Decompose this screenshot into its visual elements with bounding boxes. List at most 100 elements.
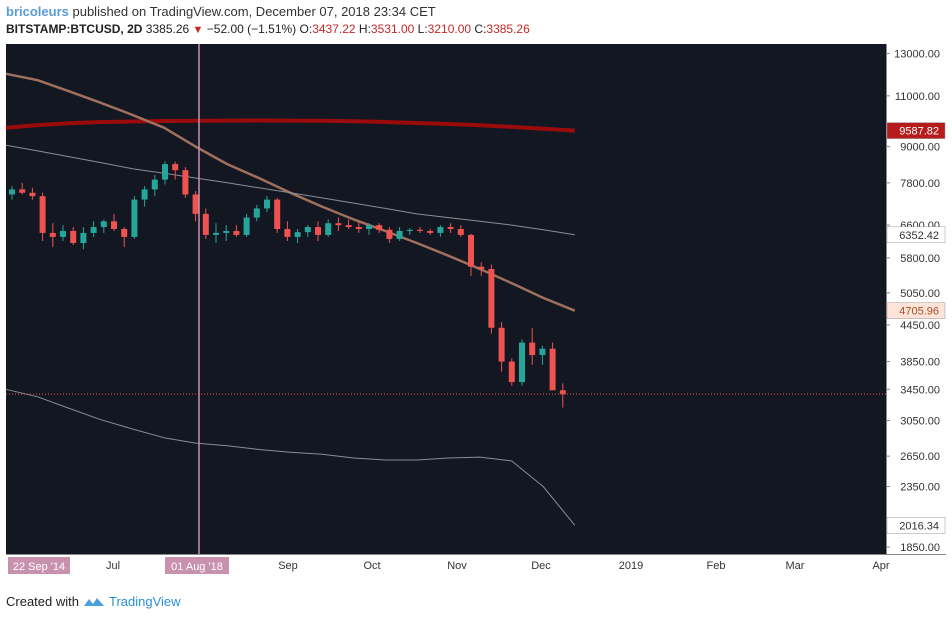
- candle-body: [315, 227, 321, 235]
- candle-body: [141, 189, 148, 200]
- candle-body: [376, 225, 383, 230]
- crosshair-date-label: 01 Aug '18: [171, 561, 223, 573]
- candle-body: [366, 225, 372, 229]
- candle-body: [406, 229, 413, 231]
- y-tick-label: 2350.00: [900, 482, 940, 494]
- candle-body: [396, 230, 403, 239]
- candle-body: [80, 232, 87, 244]
- price-chart[interactable]: 13000.0011000.009000.007800.006600.00580…: [0, 40, 952, 581]
- candle-body: [90, 227, 97, 233]
- candle-body: [508, 361, 515, 383]
- price-tag-label: 9587.82: [899, 126, 939, 138]
- candle-body: [468, 234, 474, 267]
- open-label: O:: [299, 22, 313, 36]
- x-tick-label: Feb: [707, 560, 726, 572]
- candle-body: [478, 266, 485, 269]
- x-tick-label: Dec: [531, 560, 551, 572]
- close-label: C:: [474, 22, 487, 36]
- y-tick-label: 9000.00: [900, 142, 940, 154]
- candle-body: [559, 390, 566, 395]
- candle-body: [264, 199, 270, 209]
- close-value: 3385.26: [486, 22, 530, 36]
- candle-body: [386, 229, 393, 239]
- price-tag: [886, 302, 946, 319]
- candle-body: [213, 232, 219, 235]
- username[interactable]: bricoleurs: [6, 4, 69, 19]
- x-tick-label: Apr: [872, 560, 889, 572]
- footer: Created with TradingView: [6, 594, 181, 609]
- y-tick-label: 11000.00: [895, 91, 940, 103]
- candle-body: [9, 189, 15, 195]
- candle-body: [121, 228, 128, 237]
- candle-body: [304, 227, 311, 233]
- candle-body: [162, 164, 168, 180]
- candle-body: [151, 179, 158, 190]
- candle-body: [335, 223, 342, 226]
- candle-body: [549, 348, 556, 391]
- candle-body: [60, 230, 66, 237]
- candle-body: [345, 225, 352, 228]
- y-tick-label: 13000.00: [894, 49, 940, 61]
- low-label: L:: [417, 22, 428, 36]
- low-value: 3210.00: [427, 22, 472, 36]
- crosshair-date-marker: [165, 557, 229, 574]
- candle-body: [427, 230, 434, 233]
- x-tick-label: Jul: [106, 560, 120, 572]
- candle-body: [488, 268, 495, 328]
- y-tick-label: 3050.00: [900, 416, 940, 428]
- candle-body: [49, 232, 56, 237]
- candle-body: [437, 227, 444, 233]
- symbol-info: BITSTAMP:BTCUSD, 2D 3385.26 ▼ −52.00 (−1…: [6, 22, 530, 36]
- candle-body: [100, 221, 107, 228]
- price-tag-label: 2016.34: [899, 520, 939, 532]
- price-tag: [886, 517, 946, 534]
- candle-body: [274, 199, 281, 229]
- candle-body: [19, 189, 26, 193]
- y-tick-label: 5800.00: [900, 253, 940, 265]
- plot-area: [6, 44, 886, 554]
- tradingview-brand[interactable]: TradingView: [108, 594, 181, 609]
- tradingview-logo-icon: [83, 597, 104, 606]
- last-price: 3385.26: [145, 22, 190, 36]
- x-tick-label: Nov: [447, 560, 467, 572]
- candle-body: [172, 164, 179, 171]
- y-tick-label: 4450.00: [900, 320, 940, 332]
- candle-body: [182, 170, 189, 195]
- candle-body: [223, 230, 230, 233]
- candle-body: [243, 217, 250, 235]
- ma-line-2: [5, 144, 575, 236]
- y-tick-label: 1850.00: [900, 542, 940, 554]
- y-tick-label: 2650.00: [900, 451, 940, 463]
- candle-body: [539, 348, 546, 356]
- candle-body: [355, 227, 362, 229]
- candle-body: [498, 327, 505, 362]
- price-change: −52.00 (−1.51%): [206, 22, 297, 36]
- x-tick-label: Mar: [786, 560, 805, 572]
- ma-line-3: [5, 388, 576, 526]
- candle-body: [457, 228, 464, 235]
- symbol-name: BITSTAMP:BTCUSD, 2D: [6, 22, 143, 36]
- date-range-marker: [8, 557, 70, 574]
- candle-body: [417, 229, 423, 231]
- candle-body: [447, 227, 454, 229]
- candle-body: [294, 232, 301, 237]
- candle-body: [325, 223, 332, 235]
- publish-info: bricoleurs published on TradingView.com,…: [6, 4, 436, 19]
- candle-body: [70, 230, 77, 244]
- created-with-text: Created with: [6, 594, 79, 609]
- price-tag: [886, 122, 946, 139]
- candle-body: [529, 342, 536, 356]
- candle-body: [39, 196, 46, 233]
- price-tag-label: 6352.42: [899, 230, 939, 242]
- price-tag-label: 4705.96: [899, 306, 939, 318]
- price-tag: [886, 226, 946, 244]
- high-value: 3531.00: [370, 22, 415, 36]
- down-arrow-icon: ▼: [192, 24, 204, 36]
- candle-body: [284, 228, 291, 237]
- candle-body: [111, 221, 117, 229]
- candle-body: [233, 230, 240, 235]
- x-tick-label: 2019: [619, 560, 643, 572]
- ma-line-0: [5, 118, 575, 133]
- x-tick-label: Oct: [363, 560, 380, 572]
- y-tick-label: 5050.00: [900, 288, 940, 300]
